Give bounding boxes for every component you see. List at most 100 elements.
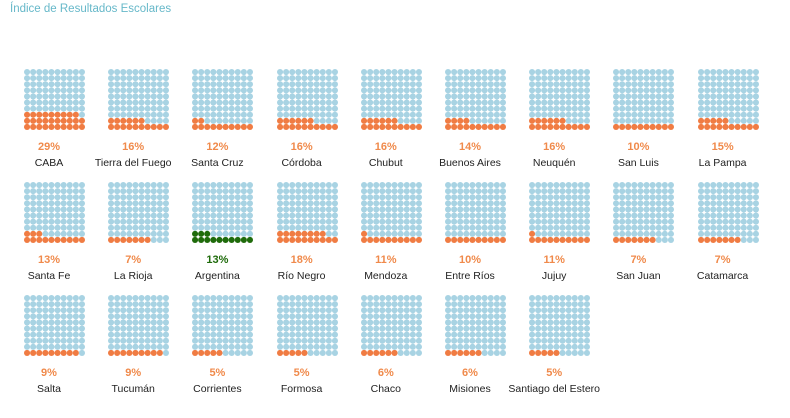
- filled-dot: [366, 123, 373, 130]
- empty-dot: [385, 69, 392, 76]
- empty-dot: [662, 99, 669, 106]
- empty-dot: [577, 343, 585, 350]
- empty-dot: [493, 99, 500, 106]
- empty-dot: [547, 218, 554, 225]
- empty-dot: [619, 200, 626, 207]
- empty-dot: [282, 337, 289, 344]
- empty-dot: [559, 224, 566, 231]
- empty-dot: [541, 295, 548, 302]
- empty-dot: [409, 331, 416, 338]
- empty-dot: [553, 301, 560, 308]
- empty-dot: [366, 337, 373, 344]
- empty-dot: [156, 212, 164, 219]
- empty-dot: [66, 69, 73, 76]
- empty-dot: [463, 188, 470, 195]
- empty-dot: [138, 325, 145, 332]
- empty-dot: [637, 188, 644, 195]
- empty-dot: [415, 343, 422, 350]
- empty-dot: [60, 87, 67, 94]
- waffle-chaco: 6% Chaco: [344, 295, 428, 399]
- filled-dot: [553, 349, 560, 356]
- empty-dot: [144, 182, 151, 189]
- empty-dot: [571, 343, 578, 350]
- empty-dot: [241, 307, 248, 314]
- empty-dot: [469, 337, 476, 344]
- empty-dot: [565, 313, 572, 320]
- empty-dot: [649, 212, 657, 219]
- empty-dot: [366, 87, 373, 94]
- empty-dot: [72, 218, 79, 225]
- empty-dot: [475, 331, 482, 338]
- empty-dot: [565, 319, 572, 326]
- empty-dot: [288, 182, 295, 189]
- empty-dot: [372, 325, 380, 332]
- empty-dot: [24, 331, 31, 338]
- empty-dot: [463, 319, 470, 326]
- empty-dot: [198, 319, 205, 326]
- empty-dot: [331, 295, 338, 302]
- empty-dot: [132, 331, 139, 338]
- empty-dot: [397, 325, 404, 332]
- filled-dot: [325, 123, 332, 130]
- empty-dot: [313, 331, 320, 338]
- empty-dot: [163, 301, 170, 308]
- empty-dot: [379, 301, 386, 308]
- empty-dot: [30, 224, 37, 231]
- waffle-argentina: 13% Argentina: [175, 182, 259, 286]
- empty-dot: [216, 194, 223, 201]
- empty-dot: [740, 117, 747, 124]
- empty-dot: [210, 343, 217, 350]
- empty-dot: [24, 307, 31, 314]
- empty-dot: [222, 111, 229, 118]
- empty-dot: [541, 212, 548, 219]
- empty-dot: [222, 93, 229, 100]
- empty-dot: [72, 331, 79, 338]
- filled-dot: [366, 349, 373, 356]
- empty-dot: [475, 301, 482, 308]
- empty-dot: [78, 182, 85, 189]
- empty-dot: [360, 188, 367, 195]
- empty-dot: [541, 337, 548, 344]
- empty-dot: [163, 194, 170, 201]
- empty-dot: [613, 117, 620, 124]
- empty-dot: [366, 307, 373, 314]
- empty-dot: [163, 230, 170, 237]
- empty-dot: [78, 206, 85, 213]
- empty-dot: [571, 87, 578, 94]
- empty-dot: [372, 194, 380, 201]
- filled-dot: [114, 236, 121, 243]
- empty-dot: [643, 69, 650, 76]
- empty-dot: [397, 307, 404, 314]
- empty-dot: [746, 230, 753, 237]
- empty-dot: [481, 194, 488, 201]
- filled-dot: [360, 349, 367, 356]
- empty-dot: [114, 230, 121, 237]
- empty-dot: [668, 81, 675, 88]
- empty-dot: [319, 331, 326, 338]
- empty-dot: [463, 69, 470, 76]
- empty-dot: [331, 349, 338, 356]
- empty-dot: [740, 93, 747, 100]
- empty-dot: [391, 69, 398, 76]
- empty-dot: [66, 188, 73, 195]
- filled-dot: [535, 117, 542, 124]
- filled-dot: [541, 123, 548, 130]
- empty-dot: [156, 105, 164, 112]
- empty-dot: [463, 325, 470, 332]
- empty-dot: [307, 325, 314, 332]
- empty-dot: [746, 99, 753, 106]
- empty-dot: [415, 105, 422, 112]
- empty-dot: [668, 93, 675, 100]
- empty-dot: [703, 105, 710, 112]
- empty-dot: [36, 194, 43, 201]
- filled-dot: [198, 230, 205, 237]
- empty-dot: [571, 218, 578, 225]
- empty-dot: [72, 307, 79, 314]
- empty-dot: [42, 105, 49, 112]
- empty-dot: [445, 337, 452, 344]
- empty-dot: [415, 301, 422, 308]
- empty-dot: [451, 111, 458, 118]
- empty-dot: [746, 218, 753, 225]
- empty-dot: [235, 331, 242, 338]
- empty-dot: [30, 182, 37, 189]
